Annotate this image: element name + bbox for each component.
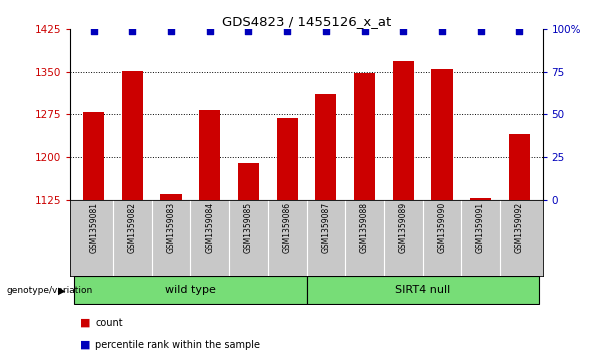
Text: GSM1359087: GSM1359087 [321,202,330,253]
Bar [238,163,259,200]
Text: GSM1359085: GSM1359085 [244,202,253,253]
Bar [354,73,375,200]
Point [205,28,215,34]
Bar [74,277,306,304]
Point [360,28,370,34]
Bar [276,118,298,200]
Text: GSM1359083: GSM1359083 [167,202,175,253]
Point [398,28,408,34]
Text: GSM1359090: GSM1359090 [438,202,446,253]
Bar [392,61,414,200]
Bar [470,198,491,200]
Text: percentile rank within the sample: percentile rank within the sample [95,340,260,350]
Text: SIRT4 null: SIRT4 null [395,285,450,295]
Bar [509,134,530,200]
Bar [306,277,539,304]
Text: ■: ■ [80,318,90,328]
Text: genotype/variation: genotype/variation [6,286,93,295]
Title: GDS4823 / 1455126_x_at: GDS4823 / 1455126_x_at [222,15,391,28]
Bar [432,69,452,200]
Point [243,28,253,34]
Text: GSM1359088: GSM1359088 [360,202,369,253]
Text: ■: ■ [80,340,90,350]
Bar [83,111,104,200]
Text: ▶: ▶ [58,285,65,295]
Point [476,28,485,34]
Bar [199,110,221,200]
Point [437,28,447,34]
Point [514,28,524,34]
Text: GSM1359084: GSM1359084 [205,202,215,253]
Point [128,28,137,34]
Bar [161,194,181,200]
Text: GSM1359081: GSM1359081 [89,202,98,253]
Text: GSM1359089: GSM1359089 [398,202,408,253]
Point [89,28,99,34]
Text: wild type: wild type [165,285,216,295]
Text: GSM1359082: GSM1359082 [128,202,137,253]
Bar [122,70,143,200]
Bar [315,94,337,200]
Text: count: count [95,318,123,328]
Point [282,28,292,34]
Text: GSM1359091: GSM1359091 [476,202,485,253]
Text: GSM1359092: GSM1359092 [515,202,524,253]
Text: GSM1359086: GSM1359086 [283,202,292,253]
Point [321,28,331,34]
Point [166,28,176,34]
